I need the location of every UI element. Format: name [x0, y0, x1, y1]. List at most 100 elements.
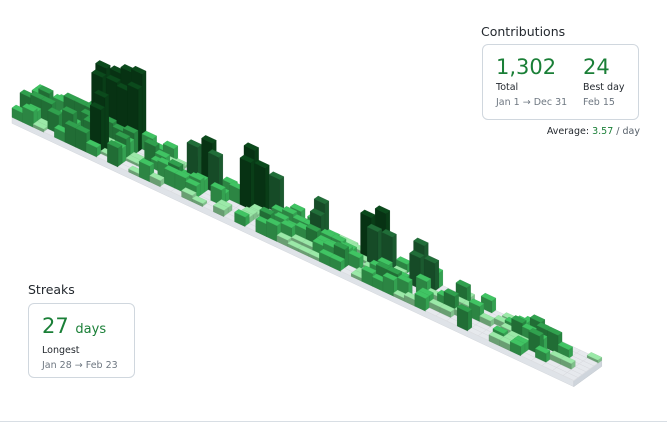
bar-top-face	[75, 125, 91, 134]
bar-top-face	[305, 223, 322, 232]
bar-top-face	[254, 159, 270, 169]
bar-right-face	[133, 130, 139, 156]
bar-top-face	[280, 219, 296, 229]
average-value: 3.57	[592, 126, 614, 137]
bar-top-face	[131, 65, 147, 75]
skyline-bar	[149, 172, 165, 188]
bar-top-face	[586, 352, 603, 361]
total-date-range: Jan 1 → Dec 31	[496, 97, 568, 108]
bar-top-face	[62, 106, 78, 115]
longest-streak-value-line: 27 days	[42, 314, 118, 342]
bar-top-face	[243, 142, 259, 151]
contributions-card: 1,302 Total Jan 1 → Dec 31 24 Best day F…	[482, 44, 639, 120]
bar-top-face	[168, 159, 184, 168]
bar-top-face	[382, 272, 398, 281]
skyline-bar	[535, 345, 551, 364]
bar-top-face	[386, 266, 402, 275]
skyline-bar	[329, 253, 345, 272]
skyline-bar	[509, 338, 526, 357]
skyline-bar	[234, 209, 250, 228]
bar-right-face	[250, 159, 255, 211]
bar-top-face	[290, 203, 306, 212]
bar-top-face	[276, 232, 292, 241]
bar-top-face	[439, 303, 455, 313]
bar-top-face	[511, 315, 527, 324]
bar-top-face	[313, 195, 330, 205]
bar-right-face	[467, 308, 472, 332]
bar-top-face	[174, 170, 190, 179]
skyline-bar	[254, 159, 270, 213]
bar-top-face	[89, 101, 106, 111]
bar-top-face	[207, 149, 224, 158]
bar-top-face	[409, 249, 425, 259]
bar-top-face	[309, 208, 326, 217]
bar-top-face	[443, 288, 459, 297]
total-value: 1,302	[496, 55, 557, 79]
bar-top-face	[213, 202, 229, 211]
bar-top-face	[366, 223, 383, 233]
contributions-title: Contributions	[481, 24, 566, 39]
best-day-stat: 24 Best day Feb 15	[583, 55, 625, 109]
average-unit: / day	[616, 126, 640, 137]
longest-streak-label: Longest	[42, 345, 80, 356]
bar-top-face	[329, 253, 345, 263]
bar-top-face	[162, 140, 179, 149]
bar-top-face	[22, 103, 38, 112]
bar-top-face	[186, 139, 202, 148]
bar-right-face	[344, 246, 349, 269]
bar-top-face	[480, 292, 497, 302]
bar-top-face	[181, 187, 197, 196]
bar-right-face	[100, 106, 106, 155]
bar-right-face	[265, 164, 270, 213]
bar-top-face	[557, 341, 573, 350]
bar-top-face	[32, 120, 49, 130]
skyline-bar	[456, 304, 473, 332]
streaks-title: Streaks	[28, 282, 75, 297]
bar-top-face	[479, 312, 495, 322]
bar-top-face	[95, 60, 111, 69]
bar-top-face	[333, 241, 349, 250]
total-stat: 1,302 Total Jan 1 → Dec 31	[496, 55, 567, 109]
bar-top-face	[85, 139, 102, 148]
bar-top-face	[189, 172, 205, 181]
bar-top-face	[528, 328, 544, 337]
skyline-bar	[22, 103, 38, 128]
bar-top-face	[201, 135, 217, 144]
bar-right-face	[434, 260, 439, 293]
bar-top-face	[562, 372, 579, 381]
bar-top-face	[234, 209, 250, 218]
bar-top-face	[415, 273, 432, 282]
skyline-bar	[213, 202, 229, 218]
bar-top-face	[47, 107, 63, 116]
longest-streak-stat: 27 days Longest Jan 28 → Feb 23	[42, 314, 118, 372]
bar-top-face	[413, 237, 429, 246]
bar-top-face	[414, 290, 430, 299]
bar-top-face	[191, 195, 208, 204]
bar-top-face	[107, 139, 123, 149]
bar-top-face	[360, 209, 376, 218]
bar-top-face	[509, 338, 526, 347]
bar-top-face	[423, 255, 440, 264]
bar-top-face	[547, 327, 563, 336]
skyline-bar	[32, 120, 49, 133]
bottom-divider	[0, 421, 667, 422]
skyline-bar	[479, 312, 495, 328]
bar-top-face	[282, 206, 298, 215]
bar-right-face	[117, 144, 123, 168]
bar-top-face	[127, 81, 143, 90]
bar-top-face	[105, 74, 122, 83]
bar-top-face	[455, 279, 471, 288]
bar-top-face	[239, 154, 255, 164]
bar-top-face	[138, 158, 155, 167]
skyline-bar	[586, 352, 603, 364]
skyline-bar	[562, 372, 579, 381]
bar-top-face	[144, 138, 160, 147]
skyline-bar	[107, 139, 123, 168]
bar-top-face	[141, 130, 157, 140]
bar-top-face	[115, 131, 131, 140]
bar-top-face	[456, 304, 473, 313]
skyline-bar	[210, 182, 226, 207]
bar-top-face	[123, 125, 139, 134]
streaks-card: 27 days Longest Jan 28 → Feb 23	[28, 303, 135, 378]
